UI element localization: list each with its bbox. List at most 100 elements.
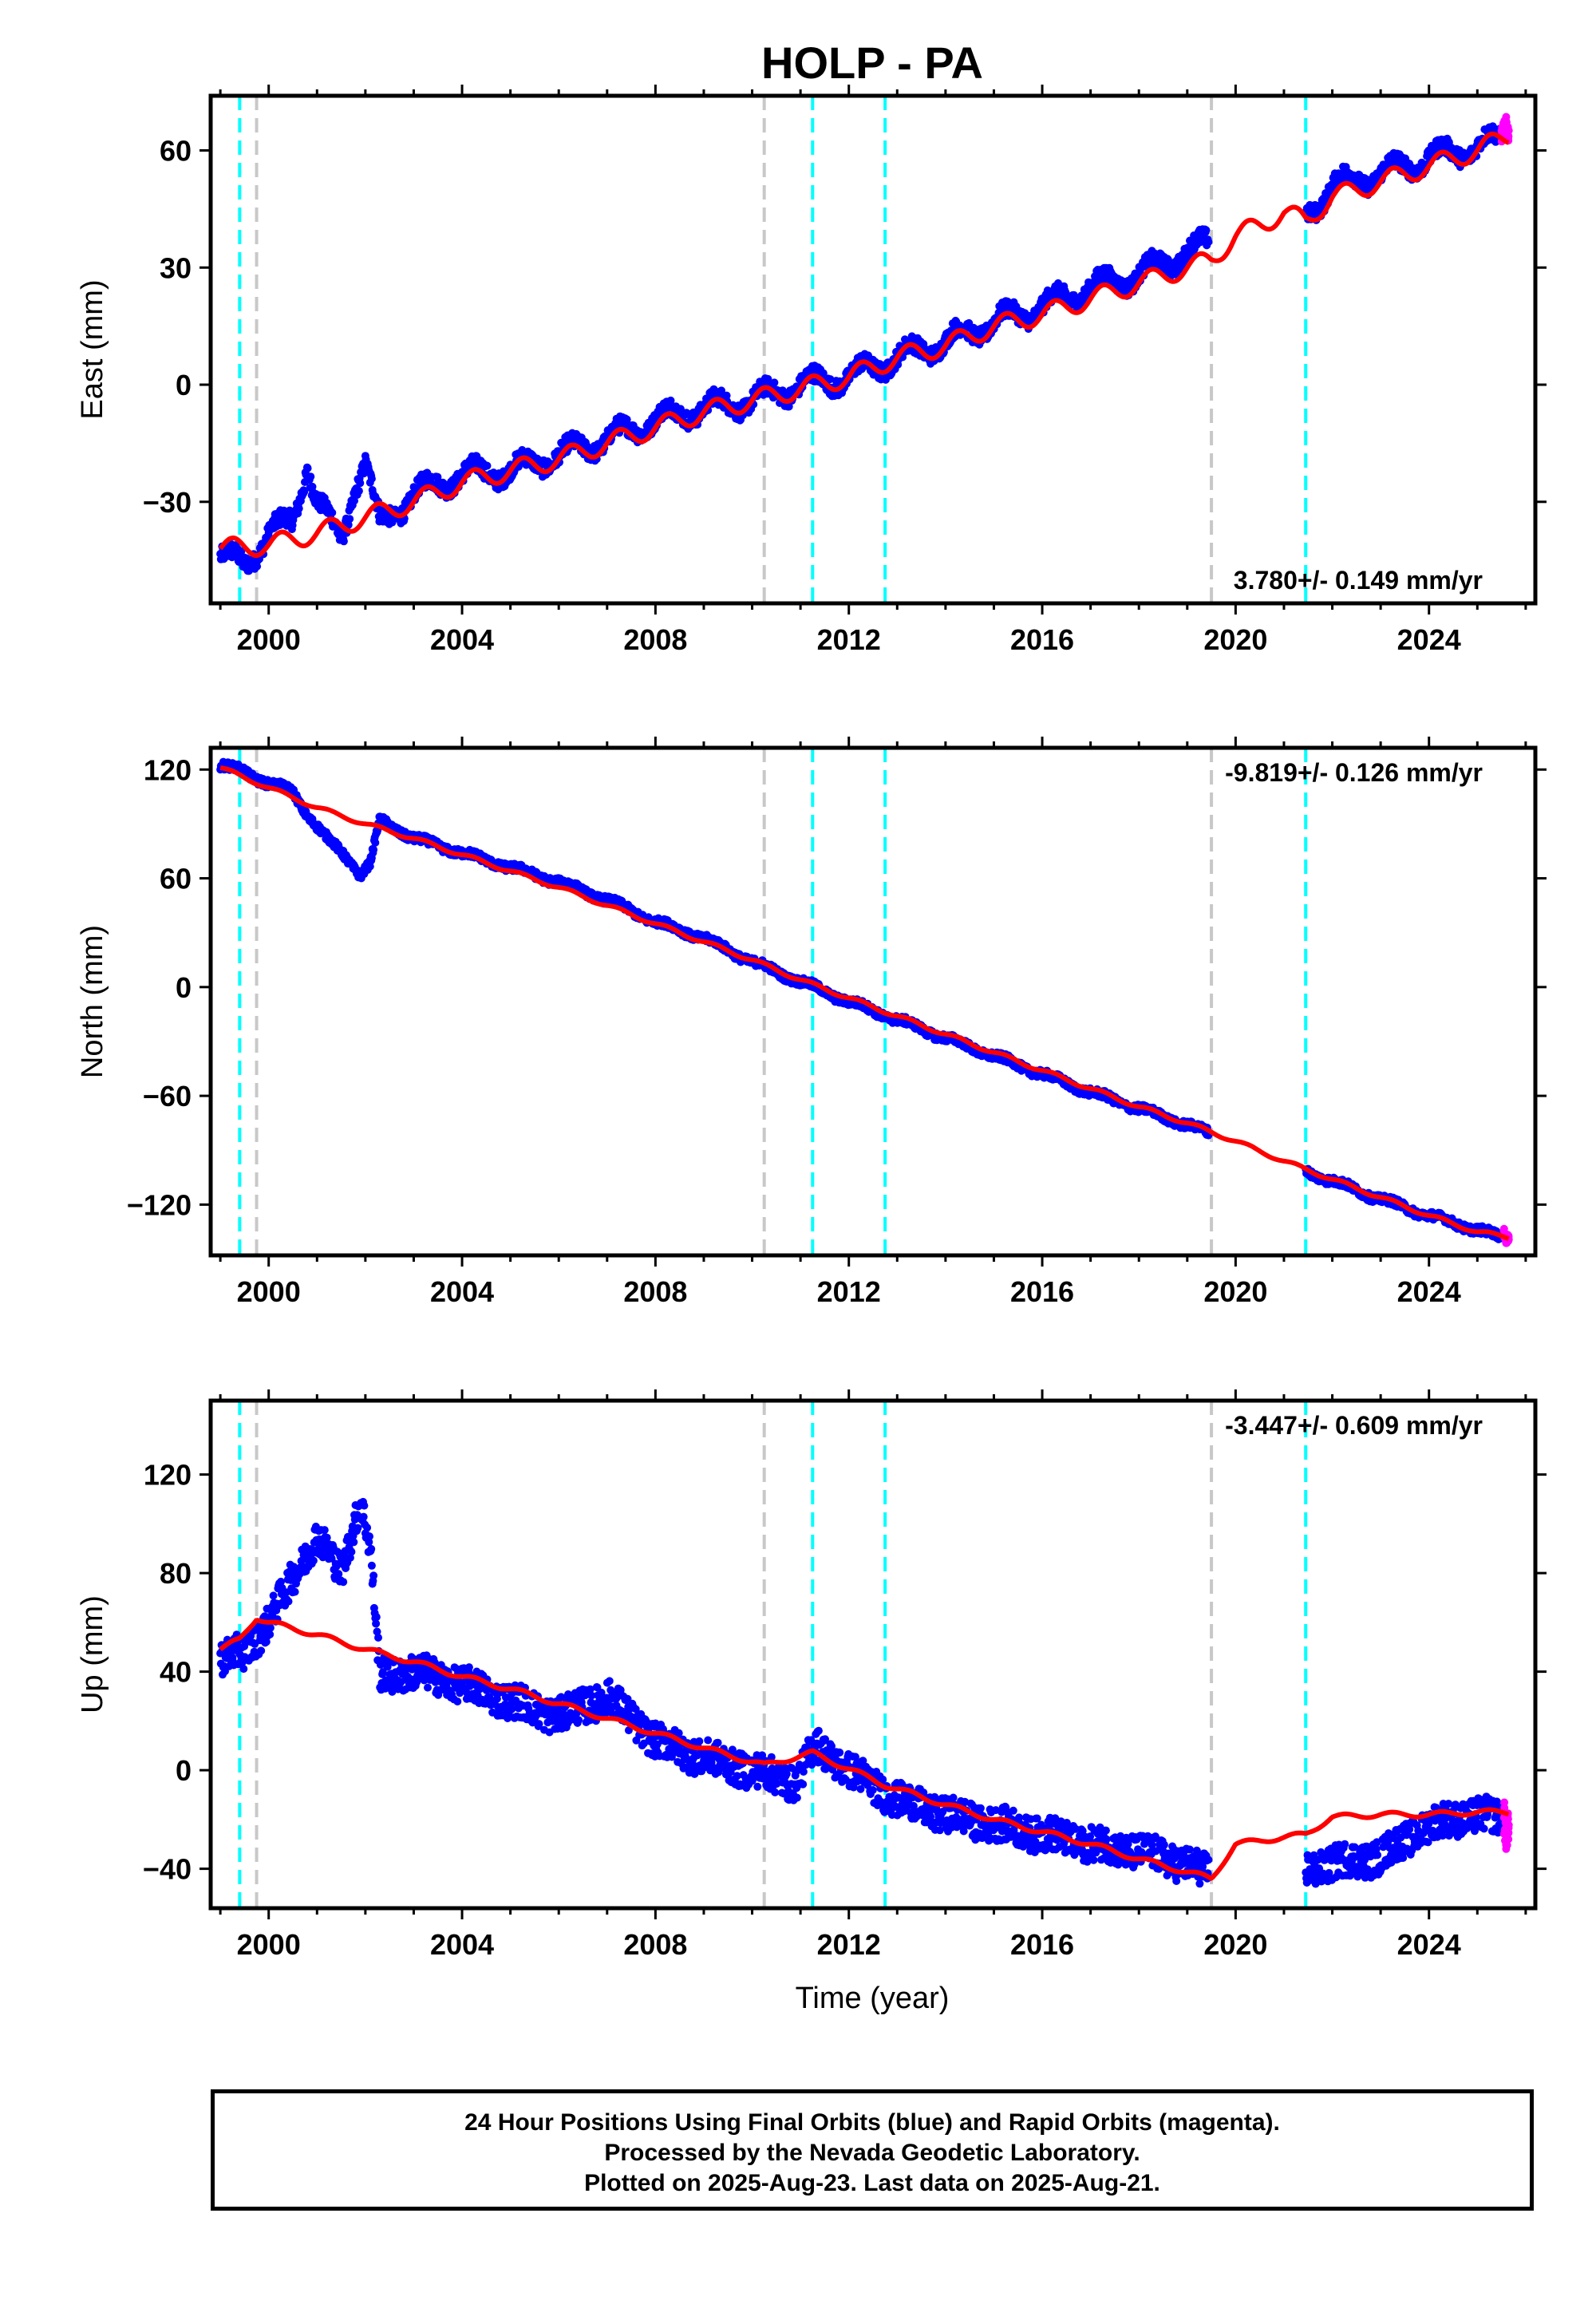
x-tick-label: 2020 xyxy=(1203,623,1267,656)
data-point xyxy=(346,515,354,524)
plot-frame xyxy=(208,93,1538,606)
data-point xyxy=(1504,126,1513,135)
x-tick-label: 2024 xyxy=(1397,1275,1461,1308)
data-point xyxy=(464,1663,473,1672)
y-axis-label: North (mm) xyxy=(76,925,109,1078)
data-point xyxy=(294,504,303,513)
data-point xyxy=(1202,226,1211,235)
data-point xyxy=(535,1720,543,1729)
data-point xyxy=(365,1532,373,1541)
data-point xyxy=(309,1556,318,1565)
data-point xyxy=(374,1634,382,1642)
data-point xyxy=(300,488,309,496)
data-point xyxy=(266,1623,275,1632)
plot-frame xyxy=(208,745,1538,1258)
data-point xyxy=(306,472,315,481)
data-point xyxy=(367,1544,376,1553)
data-point xyxy=(320,1526,329,1535)
x-tick-label: 2004 xyxy=(430,1275,494,1308)
data-point xyxy=(365,1538,373,1547)
panel-east: 2000 2004 2008 2012 2016 2020 2024−3003060East… xyxy=(76,85,1547,656)
data-point xyxy=(347,1547,356,1556)
y-tick-label: −30 xyxy=(143,486,192,519)
data-point xyxy=(378,1668,387,1677)
data-point xyxy=(622,415,631,424)
y-axis-label: East (mm) xyxy=(76,279,109,419)
data-point xyxy=(372,1619,381,1628)
data-point xyxy=(1499,1224,1508,1233)
data-point xyxy=(369,845,378,854)
data-point xyxy=(354,487,363,496)
x-tick-label: 2000 xyxy=(237,623,301,656)
data-point xyxy=(277,1577,285,1586)
plot-area xyxy=(216,96,1513,603)
data-point xyxy=(504,1714,512,1722)
y-tick-label: 60 xyxy=(160,134,192,167)
data-point xyxy=(666,396,675,405)
data-point xyxy=(508,1705,516,1713)
data-point xyxy=(328,508,337,517)
data-point xyxy=(501,1700,510,1709)
data-point xyxy=(372,1613,381,1622)
data-point xyxy=(359,1512,368,1521)
rate-label: -9.819+/- 0.126 mm/yr xyxy=(1225,758,1483,787)
data-point xyxy=(332,1563,341,1571)
plot-area xyxy=(216,1401,1513,1908)
data-point xyxy=(346,1553,354,1562)
x-tick-label: 2016 xyxy=(1010,623,1074,656)
panel-north: 2000 2004 2008 2012 2016 2020 2024−120−6006012… xyxy=(76,737,1547,1308)
data-point xyxy=(354,1524,362,1532)
model-line xyxy=(218,131,1510,559)
data-point xyxy=(266,1630,275,1638)
data-point xyxy=(373,1627,381,1636)
data-point xyxy=(303,464,312,472)
x-tick-label: 2012 xyxy=(817,623,881,656)
panel-up: 2000 2004 2008 2012 2016 2020 2024−4004080120U… xyxy=(76,1389,1547,1961)
data-point xyxy=(350,1538,358,1547)
data-point xyxy=(575,1716,583,1725)
y-tick-label: 30 xyxy=(160,251,192,284)
data-point xyxy=(356,479,365,488)
data-point xyxy=(1204,238,1213,247)
x-tick-label: 2012 xyxy=(817,1275,881,1308)
rate-label: 3.780+/- 0.149 mm/yr xyxy=(1234,566,1483,595)
data-point xyxy=(371,838,380,847)
data-point xyxy=(367,474,376,483)
x-tick-label: 2020 xyxy=(1203,1275,1267,1308)
plot-area xyxy=(216,748,1513,1255)
data-point xyxy=(350,496,358,505)
data-point xyxy=(290,1587,299,1596)
data-point xyxy=(269,1591,278,1600)
y-tick-label: 0 xyxy=(176,971,192,1004)
data-point xyxy=(284,1597,293,1606)
x-tick-label: 2000 xyxy=(237,1275,301,1308)
data-point xyxy=(483,461,492,470)
y-tick-label: 60 xyxy=(160,863,192,895)
data-point xyxy=(784,402,793,411)
data-point xyxy=(339,1578,348,1587)
data-point xyxy=(383,1662,392,1671)
x-tick-label: 2008 xyxy=(623,623,687,656)
chart-title: HOLP - PA xyxy=(761,38,983,88)
data-point xyxy=(1504,132,1513,140)
data-point xyxy=(434,1690,443,1699)
x-tick-label: 2008 xyxy=(623,1275,687,1308)
data-point xyxy=(322,1533,331,1542)
data-point xyxy=(722,391,731,400)
y-tick-label: −120 xyxy=(127,1188,192,1221)
data-point xyxy=(586,1685,595,1694)
data-point xyxy=(239,1665,248,1674)
data-point xyxy=(334,1570,343,1579)
data-point xyxy=(367,1561,376,1570)
model-line xyxy=(219,765,1510,1241)
data-point xyxy=(297,1556,306,1565)
x-tick-label: 2016 xyxy=(1010,1275,1074,1308)
data-point xyxy=(363,1524,372,1532)
data-point xyxy=(587,1691,596,1700)
y-tick-label: −60 xyxy=(143,1080,192,1113)
data-point xyxy=(424,1683,432,1692)
data-point xyxy=(257,1646,266,1655)
data-point xyxy=(327,1554,336,1563)
x-tick-label: 2024 xyxy=(1397,623,1461,656)
